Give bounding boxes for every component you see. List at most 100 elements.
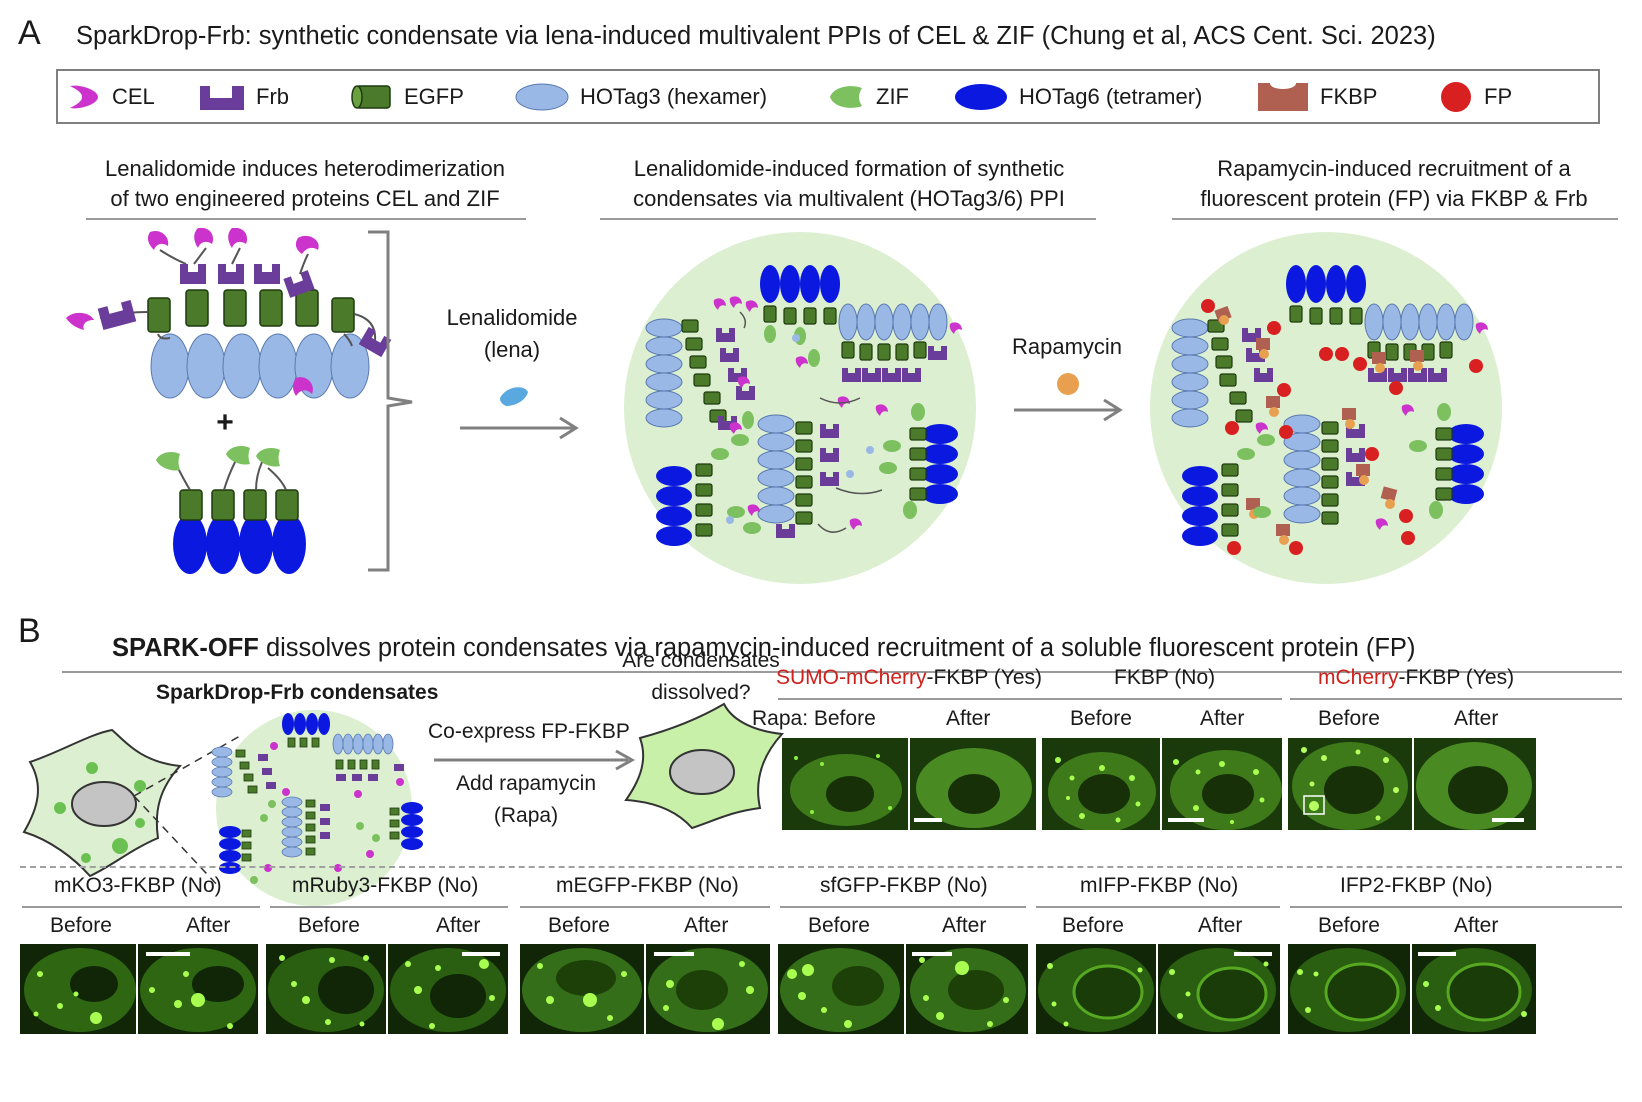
before-label: Before: [1062, 914, 1124, 937]
panel-a-title: SparkDrop-Frb: synthetic condensate via …: [76, 22, 1436, 50]
group-label-mko3: mKO3-FKBP (No): [54, 874, 222, 897]
zoom-lines: [133, 735, 241, 889]
legend-label: EGFP: [404, 83, 464, 109]
legend-label: HOTag6 (tetramer): [1019, 83, 1203, 109]
group-label-megfp: mEGFP-FKBP (No): [556, 874, 739, 897]
condensate-lena: [624, 232, 976, 584]
micrograph-mko3-before: [20, 944, 136, 1034]
condensate-rapamycin: [1150, 232, 1502, 584]
lenalidomide-arrow: [460, 387, 579, 440]
group-label-red: SUMO-mCherry: [776, 666, 927, 689]
group-label-rest: FKBP (No): [1114, 666, 1216, 689]
group-label-mruby3: mRuby3-FKBP (No): [292, 874, 479, 897]
legend-label: HOTag3 (hexamer): [580, 83, 768, 109]
divider: [270, 906, 508, 908]
divider: [1290, 906, 1622, 908]
before-label: Before: [1070, 707, 1132, 730]
panel-b-letter: B: [18, 612, 41, 650]
divider: [600, 218, 1096, 220]
after-label: After: [186, 914, 231, 937]
rapamycin-arrow: [1014, 373, 1123, 422]
divider: [22, 906, 260, 908]
scale-bar: [1234, 952, 1272, 956]
micrograph-ifp2-after: [1412, 944, 1536, 1034]
legend-label: CEL: [112, 83, 155, 109]
group-label-rest: -FKBP (Yes): [926, 666, 1043, 689]
step-line: Add rapamycin: [455, 772, 597, 795]
egfp-icon: [351, 84, 391, 109]
heading-fp-recruitment: Rapamycin-induced recruitment of a fluor…: [1164, 154, 1624, 214]
after-label: After: [946, 707, 991, 730]
hotag3-icon: [515, 83, 569, 110]
group-label-red: mCherry: [1318, 666, 1399, 689]
legend-item-egfp: EGFP: [350, 71, 464, 122]
micrograph-sumo-mcherry-after: [910, 738, 1036, 830]
before-label: Before: [808, 914, 870, 937]
micrograph-sumo-mcherry-before: [782, 738, 908, 830]
dissolved-question: Are condensates dissolved?: [606, 645, 796, 709]
legend-item-frb: Frb: [198, 71, 289, 122]
fkbp-icon: [1258, 82, 1308, 111]
process-arrow: [434, 749, 636, 771]
micrograph-mcherry-before: [1288, 738, 1412, 830]
lenalidomide-icon: [500, 387, 528, 406]
heading-line: fluorescent protein (FP) via FKBP & Frb: [1200, 186, 1588, 211]
cel-icon: [70, 85, 98, 108]
after-label: After: [1200, 707, 1245, 730]
micrograph-sfgfp-after: [906, 944, 1028, 1034]
cel-frb-hotag3-construct: +: [66, 228, 392, 574]
scale-bar: [914, 818, 942, 822]
divider: [780, 906, 1026, 908]
cell-with-condensates: [22, 728, 183, 878]
legend-label: ZIF: [876, 83, 909, 109]
scale-bar: [912, 952, 952, 956]
micrograph-mruby3-before: [266, 944, 386, 1034]
heading-line: Lenalidomide induces heterodimerization: [105, 156, 505, 181]
divider: [62, 671, 1622, 673]
micrograph-mifp-before: [1036, 944, 1156, 1034]
panel-b-title-rest: dissolves protein condensates via rapamy…: [258, 634, 1416, 662]
micrograph-mko3-after: [138, 944, 258, 1034]
before-label: Before: [298, 914, 360, 937]
add-rapamycin-label: Add rapamycin (Rapa): [436, 768, 616, 832]
before-label: Before: [50, 914, 112, 937]
panel-a-letter: A: [18, 14, 41, 52]
heading-line: condensates via multivalent (HOTag3/6) P…: [633, 186, 1065, 211]
before-label: Before: [1318, 707, 1380, 730]
panel-b-title: SPARK-OFF dissolves protein condensates …: [112, 634, 1415, 663]
rapamycin-label: Rapamycin: [1012, 334, 1123, 359]
group-label-sfgfp: sfGFP-FKBP (No): [820, 874, 988, 897]
after-label: After: [684, 914, 729, 937]
condensate-label: SparkDrop-Frb condensates: [156, 681, 439, 704]
co-express-label: Co-express FP-FKBP: [428, 720, 630, 743]
hotag6-icon: [955, 83, 1007, 110]
legend-item-fkbp: FKBP: [1256, 71, 1377, 122]
micrograph-mruby3-after: [388, 944, 508, 1034]
scale-bar: [1168, 818, 1204, 822]
legend-label: Frb: [256, 83, 289, 109]
heading-condensate-formation: Lenalidomide-induced formation of synthe…: [594, 154, 1104, 214]
before-label: Before: [1318, 914, 1380, 937]
scale-bar: [146, 952, 190, 956]
legend-item-zif: ZIF: [826, 71, 909, 122]
grouping-bracket: [368, 230, 413, 572]
divider: [86, 218, 526, 220]
group-label-ifp2: IFP2-FKBP (No): [1340, 874, 1493, 897]
condensate-zoom: [211, 710, 423, 906]
micrograph-ifp2-before: [1288, 944, 1410, 1034]
heading-line: Rapamycin-induced recruitment of a: [1217, 156, 1571, 181]
legend-box: CEL Frb EGFP HOTag3 (hexamer) ZIF HOTag6…: [56, 69, 1600, 124]
scale-bar: [654, 952, 694, 956]
heading-line: of two engineered proteins CEL and ZIF: [110, 186, 500, 211]
divider: [1290, 698, 1622, 700]
legend-item-hotag3: HOTag3 (hexamer): [514, 71, 767, 122]
rapa-before-label: Rapa: Before: [752, 707, 876, 730]
dissolved-cell: [624, 702, 785, 830]
legend-label: FKBP: [1320, 83, 1378, 109]
divider: [1046, 698, 1282, 700]
question-line: Are condensates: [622, 649, 780, 672]
lenalidomide-label: Lenalidomide (lena): [442, 302, 582, 366]
micrograph-fkbp-before: [1042, 738, 1160, 830]
divider: [778, 698, 1046, 700]
micrograph-fkbp-after: [1162, 738, 1282, 830]
